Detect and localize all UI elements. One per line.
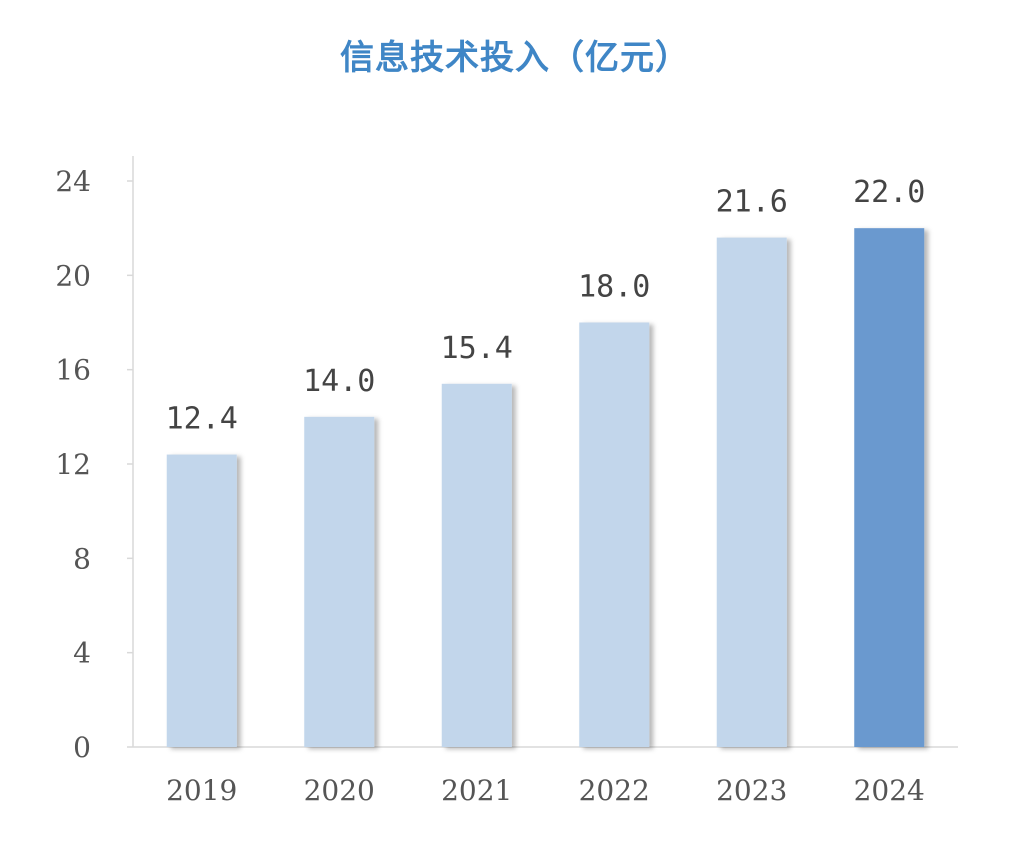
- chart-title: 信息技术投入（亿元）: [340, 38, 690, 78]
- data-label-2023: 21.6: [716, 185, 788, 220]
- y-tick-label: 8: [73, 542, 91, 575]
- data-label-2020: 14.0: [303, 364, 375, 399]
- x-tick-label-2022: 2022: [579, 774, 650, 807]
- data-label-2024: 22.0: [853, 175, 925, 210]
- bar-2019: [166, 454, 237, 747]
- bar-2021: [441, 383, 512, 747]
- x-tick-label-2019: 2019: [166, 774, 237, 807]
- y-tick-label: 4: [73, 637, 91, 670]
- y-tick-label: 24: [55, 165, 91, 198]
- data-label-2021: 15.4: [441, 331, 513, 366]
- bar-2020: [304, 416, 375, 747]
- bar-2024: [854, 228, 925, 747]
- x-tick-label-2023: 2023: [716, 774, 787, 807]
- y-tick-label: 0: [73, 731, 91, 764]
- data-label-2019: 12.4: [166, 402, 238, 437]
- x-tick-label-2024: 2024: [854, 774, 925, 807]
- data-label-2022: 18.0: [578, 270, 650, 305]
- bar-2023: [716, 237, 787, 747]
- y-tick-label: 16: [55, 354, 91, 387]
- x-tick-label-2021: 2021: [441, 774, 512, 807]
- x-tick-label-2020: 2020: [304, 774, 375, 807]
- y-tick-label: 20: [55, 259, 91, 292]
- bar-2022: [579, 322, 650, 747]
- y-tick-label: 12: [55, 448, 91, 481]
